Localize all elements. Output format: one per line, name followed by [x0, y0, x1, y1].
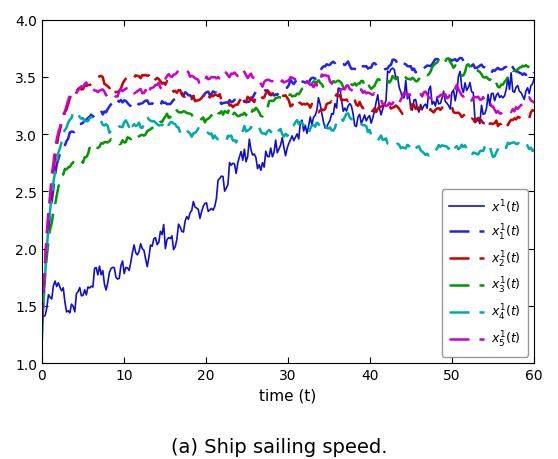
- $x^1(t)$: [340, 109, 347, 115]
- $x^1(t)$: [389, 66, 396, 72]
- $x_4^1(t)$: [39, 338, 45, 343]
- $x_4^1(t)$: [487, 145, 493, 150]
- Line: $x_2^1(t)$: $x_2^1(t)$: [42, 76, 534, 324]
- $x_1^1(t)$: [340, 62, 347, 68]
- $x_2^1(t)$: [40, 291, 47, 296]
- $x_5^1(t)$: [341, 87, 348, 93]
- $x_3^1(t)$: [531, 63, 537, 69]
- $x_1^1(t)$: [487, 72, 493, 78]
- $x_1^1(t)$: [40, 290, 47, 296]
- $x_2^1(t)$: [487, 122, 493, 127]
- $x_3^1(t)$: [330, 79, 336, 84]
- $x_3^1(t)$: [40, 295, 47, 300]
- $x^1(t)$: [39, 321, 45, 326]
- $x_2^1(t)$: [331, 95, 338, 101]
- $x_1^1(t)$: [457, 56, 464, 62]
- $x_5^1(t)$: [331, 84, 338, 90]
- $x^1(t)$: [531, 77, 537, 82]
- Legend: $x^1(t)$, $x_1^1(t)$, $x_2^1(t)$, $x_3^1(t)$, $x_4^1(t)$, $x_5^1(t)$: $x^1(t)$, $x_1^1(t)$, $x_2^1(t)$, $x_3^1…: [442, 190, 528, 357]
- $x_2^1(t)$: [333, 92, 340, 98]
- $x^1(t)$: [331, 101, 338, 107]
- Line: $x_5^1(t)$: $x_5^1(t)$: [42, 70, 534, 324]
- $x_5^1(t)$: [455, 87, 462, 93]
- $x_2^1(t)$: [341, 98, 348, 104]
- Line: $x^1(t)$: $x^1(t)$: [42, 69, 534, 324]
- $x_3^1(t)$: [487, 78, 493, 84]
- $x_2^1(t)$: [39, 321, 45, 326]
- $x_5^1(t)$: [39, 321, 45, 326]
- Line: $x_4^1(t)$: $x_4^1(t)$: [42, 113, 534, 341]
- $x^1(t)$: [487, 103, 493, 109]
- $x_5^1(t)$: [333, 85, 340, 91]
- $x_1^1(t)$: [330, 60, 336, 65]
- $x_5^1(t)$: [487, 99, 493, 105]
- X-axis label: time (t): time (t): [259, 388, 316, 403]
- $x_2^1(t)$: [142, 73, 149, 78]
- $x_4^1(t)$: [531, 147, 537, 152]
- $x_2^1(t)$: [531, 109, 537, 114]
- $x^1(t)$: [455, 74, 462, 80]
- $x_4^1(t)$: [331, 126, 338, 131]
- Line: $x_1^1(t)$: $x_1^1(t)$: [42, 59, 534, 324]
- $x_5^1(t)$: [239, 67, 246, 73]
- $x_4^1(t)$: [70, 110, 76, 116]
- $x^1(t)$: [330, 112, 336, 118]
- $x_3^1(t)$: [455, 68, 462, 74]
- $x_5^1(t)$: [531, 101, 537, 106]
- $x_3^1(t)$: [445, 56, 452, 62]
- $x_4^1(t)$: [341, 115, 348, 120]
- $x_5^1(t)$: [40, 290, 47, 295]
- Line: $x_3^1(t)$: $x_3^1(t)$: [42, 59, 534, 324]
- Text: (a) Ship sailing speed.: (a) Ship sailing speed.: [171, 437, 387, 456]
- $x_4^1(t)$: [455, 147, 462, 153]
- $x^1(t)$: [40, 314, 47, 319]
- $x_3^1(t)$: [340, 85, 347, 90]
- $x_4^1(t)$: [40, 303, 47, 308]
- $x_1^1(t)$: [331, 62, 338, 67]
- $x_2^1(t)$: [455, 111, 462, 116]
- $x_1^1(t)$: [454, 59, 460, 65]
- $x_3^1(t)$: [39, 321, 45, 326]
- $x_1^1(t)$: [531, 71, 537, 76]
- $x_1^1(t)$: [39, 321, 45, 326]
- $x_4^1(t)$: [333, 120, 340, 125]
- $x_3^1(t)$: [331, 80, 338, 86]
